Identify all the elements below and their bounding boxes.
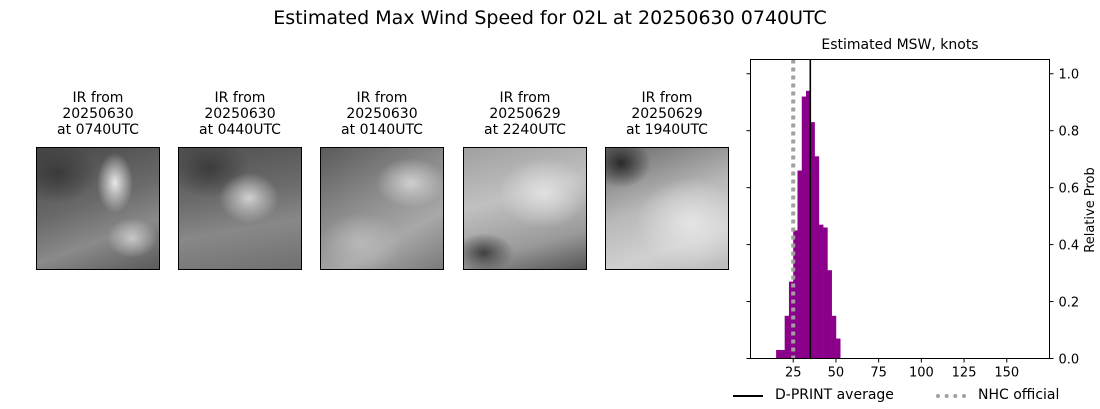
ir-image-4 [463, 147, 587, 270]
ir-image-2 [178, 147, 302, 270]
y-tick-label: 0.0 [1059, 353, 1080, 368]
legend-dprint-label: D-PRINT average [775, 387, 894, 403]
histogram-bar [827, 270, 832, 359]
histogram-bar [806, 90, 811, 359]
y-tick-label: 0.8 [1059, 125, 1080, 140]
ir-caption-line: IR from [641, 90, 693, 106]
histogram-bar [831, 315, 837, 359]
histogram-bar [814, 156, 820, 359]
x-axis-ticks: 25 50 75 100 125 150 [785, 358, 1019, 381]
histogram-bar [776, 349, 781, 359]
histogram-bar [835, 338, 841, 359]
legend-nhc-swatch [936, 394, 966, 398]
chart-title: Estimated MSW, knots [821, 37, 979, 53]
ir-image-1 [36, 147, 160, 270]
histogram-bar [810, 122, 815, 359]
x-tick-label: 125 [952, 366, 977, 381]
chart-legend: D-PRINT average NHC official [728, 386, 1088, 406]
ir-caption-line: IR from [214, 90, 266, 106]
x-tick-label: 50 [828, 366, 845, 381]
ir-caption-date: 20250629 [631, 106, 703, 122]
ir-caption-date: 20250630 [204, 106, 276, 122]
ir-caption-time: at 0440UTC [199, 122, 281, 138]
ir-caption-3: IR from 20250630 at 0140UTC [302, 90, 462, 138]
histogram-bars [776, 90, 841, 359]
y-tick-label: 0.6 [1059, 182, 1080, 197]
ir-caption-date: 20250629 [489, 106, 561, 122]
ir-image-3 [320, 147, 444, 270]
legend-dprint-swatch [733, 395, 763, 397]
x-tick-label: 150 [994, 366, 1019, 381]
ir-caption-line: IR from [356, 90, 408, 106]
legend-nhc-label: NHC official [978, 387, 1060, 403]
x-tick-label: 100 [909, 366, 934, 381]
ir-caption-time: at 1940UTC [626, 122, 708, 138]
page-title: Estimated Max Wind Speed for 02L at 2025… [273, 7, 827, 29]
ir-caption-time: at 2240UTC [484, 122, 566, 138]
ir-caption-4: IR from 20250629 at 2240UTC [445, 90, 605, 138]
ir-caption-time: at 0740UTC [57, 122, 139, 138]
y-axis-ticks: 0.0 0.2 0.4 0.6 0.8 1.0 [746, 68, 1080, 368]
ir-caption-time: at 0140UTC [341, 122, 423, 138]
histogram-bar [818, 224, 824, 359]
y-tick-label: 0.2 [1059, 296, 1080, 311]
x-tick-label: 25 [785, 366, 802, 381]
histogram-bar [823, 227, 828, 359]
x-tick-label: 75 [870, 366, 887, 381]
ir-caption-line: IR from [72, 90, 124, 106]
histogram-bar [784, 315, 790, 359]
ir-caption-line: IR from [499, 90, 551, 106]
histogram-bar [801, 96, 807, 359]
ir-caption-5: IR from 20250629 at 1940UTC [587, 90, 747, 138]
reference-lines [791, 59, 812, 359]
y-axis-label: Relative Prob [1083, 167, 1098, 252]
ir-caption-date: 20250630 [62, 106, 134, 122]
ir-caption-date: 20250630 [346, 106, 418, 122]
histogram-bar [793, 230, 798, 359]
histogram-bar [797, 170, 803, 359]
histogram-bar [780, 349, 785, 359]
ir-caption-1: IR from 20250630 at 0740UTC [18, 90, 178, 138]
plot-frame [750, 59, 1050, 359]
ir-caption-2: IR from 20250630 at 0440UTC [160, 90, 320, 138]
histogram-bar [788, 281, 794, 359]
ir-image-5 [605, 147, 729, 270]
y-tick-label: 1.0 [1059, 68, 1080, 83]
y-tick-label: 0.4 [1059, 239, 1080, 254]
